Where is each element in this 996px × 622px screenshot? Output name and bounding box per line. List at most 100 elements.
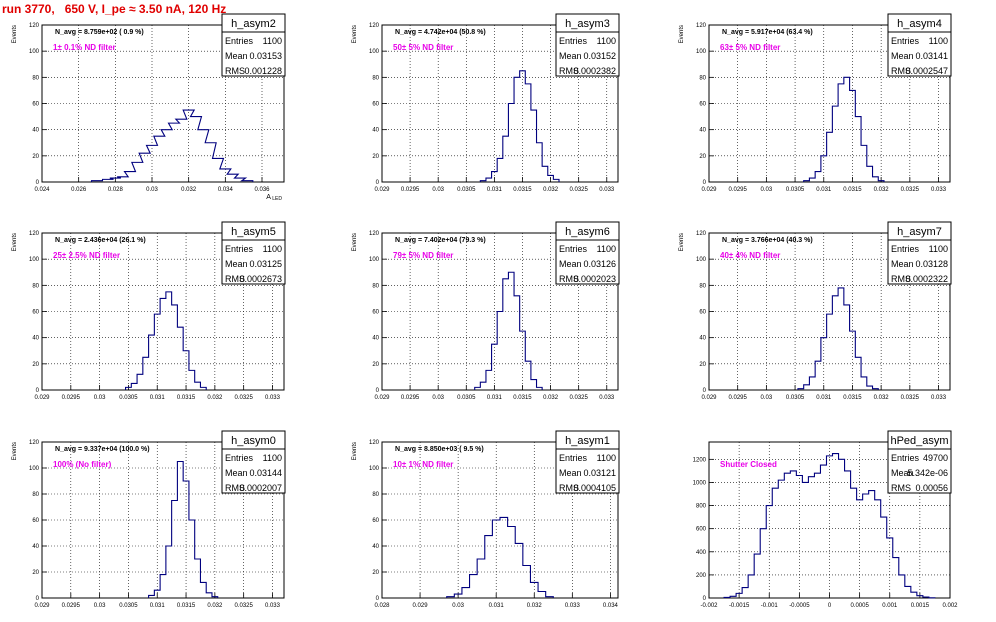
histogram-bin (804, 385, 810, 390)
histogram-bin (154, 314, 160, 390)
y-tick-label: 200 (696, 573, 707, 579)
y-tick-label: 0 (376, 388, 380, 394)
histogram-bin (833, 454, 839, 598)
histogram-bin (462, 588, 470, 598)
histogram-bin (838, 288, 844, 390)
histogram-bin (778, 480, 784, 598)
y-tick-label: 100 (369, 49, 380, 55)
histogram-bin (514, 296, 520, 390)
histogram-bin (742, 588, 748, 598)
y-tick-label: 1200 (693, 457, 707, 463)
stats-label: RMS (891, 66, 911, 76)
stats-label: RMS (891, 483, 911, 493)
stats-label: Entries (559, 244, 588, 254)
stats-label: Mean (225, 468, 248, 478)
x-tick-label: 0.031 (487, 395, 503, 401)
stats-box (887, 221, 952, 285)
histogram-bin (515, 543, 523, 598)
x-tick-label: 0.029 (374, 395, 390, 401)
histogram-bin (851, 488, 857, 598)
histogram-bin (905, 586, 911, 598)
stats-title: h_asym7 (897, 226, 942, 238)
x-tick-label: -0.0015 (729, 603, 750, 609)
stats-label: Mean (891, 51, 914, 61)
stats-value: 5.342e-06 (907, 468, 948, 478)
x-tick-label: 0.0305 (119, 603, 138, 609)
histogram-bin (508, 272, 514, 390)
stats-box (221, 430, 286, 494)
histogram-bin (867, 166, 873, 182)
x-tick-label: 0.026 (71, 187, 87, 193)
histogram-bin (869, 491, 875, 598)
histogram-series (803, 76, 885, 182)
stats-title: h_asym5 (231, 226, 276, 238)
histogram-bin (189, 370, 195, 390)
y-tick-label: 80 (699, 75, 706, 81)
x-tick-label: 0.03 (94, 603, 106, 609)
x-tick-label: 0.033 (599, 395, 615, 401)
y-tick-label: 0 (36, 596, 40, 602)
x-tick-label: 0.033 (265, 603, 281, 609)
x-tick-label: 0.0325 (234, 395, 253, 401)
x-tick-label: 0.0305 (119, 395, 138, 401)
x-tick-label: 0.033 (931, 395, 947, 401)
y-axis-title: Events (12, 25, 18, 43)
histogram-bin (790, 471, 796, 598)
stats-value: 1100 (597, 36, 616, 46)
histogram-bin (542, 166, 548, 182)
y-axis-title: Events (679, 233, 685, 251)
y-tick-label: 100 (696, 49, 707, 55)
x-tick-label: 0.0315 (513, 187, 532, 193)
x-tick-label: 0.002 (942, 603, 958, 609)
y-tick-label: 40 (32, 544, 39, 550)
x-tick-label: 0.033 (265, 395, 281, 401)
x-tick-label: 0.03 (761, 395, 773, 401)
stats-title: h_asym1 (565, 435, 610, 447)
stats-box (555, 221, 620, 285)
x-tick-label: 0.0295 (401, 395, 420, 401)
x-tick-label: 0.0295 (729, 395, 748, 401)
y-tick-label: 100 (29, 49, 40, 55)
stats-label: Entries (891, 244, 920, 254)
x-tick-label: -0.002 (700, 603, 718, 609)
x-tick-label: 0.031 (150, 603, 166, 609)
stats-label: Entries (891, 36, 920, 46)
histogram-bin (820, 465, 826, 598)
x-tick-label: 0.0325 (569, 395, 588, 401)
x-tick-label: 0.0315 (177, 395, 196, 401)
histogram-series (479, 70, 560, 182)
stats-value: 0.03153 (249, 51, 282, 61)
y-axis-title: Events (352, 442, 358, 460)
stats-label: RMS (891, 274, 911, 284)
histogram-bin (470, 575, 478, 598)
navg-label: N_avg = 2.436e+04 (26.1 %) (55, 237, 146, 244)
y-tick-label: 40 (32, 336, 39, 342)
stats-box (555, 13, 620, 77)
histogram-bin (531, 380, 537, 390)
y-tick-label: 400 (696, 550, 707, 556)
x-tick-label: 0.029 (34, 395, 50, 401)
y-tick-label: 80 (32, 283, 39, 289)
histogram-bin (200, 582, 206, 598)
stats-label: Mean (559, 259, 582, 269)
x-tick-label: 0.029 (34, 603, 50, 609)
y-tick-label: 40 (32, 128, 39, 134)
y-tick-label: 100 (29, 466, 40, 472)
x-tick-label: 0.0315 (843, 395, 862, 401)
y-tick-label: 80 (32, 492, 39, 498)
y-tick-label: 80 (699, 283, 706, 289)
navg-label: N_avg = 7.402e+04 (79.3 %) (395, 237, 486, 244)
stats-box (555, 430, 620, 494)
x-tick-label: 0.03 (94, 395, 106, 401)
x-tick-label: 0.029 (701, 395, 717, 401)
y-tick-label: 60 (699, 102, 706, 108)
x-tick-label: 0.029 (413, 603, 429, 609)
filter-annotation: 79± 5% ND filter (393, 251, 453, 260)
x-tick-label: 0.0005 (850, 603, 869, 609)
histogram-bin (523, 566, 531, 599)
x-tick-label: 0.032 (874, 187, 890, 193)
stats-label: Entries (225, 244, 254, 254)
y-axis-title: Events (679, 25, 685, 43)
histogram-bin (503, 279, 509, 390)
